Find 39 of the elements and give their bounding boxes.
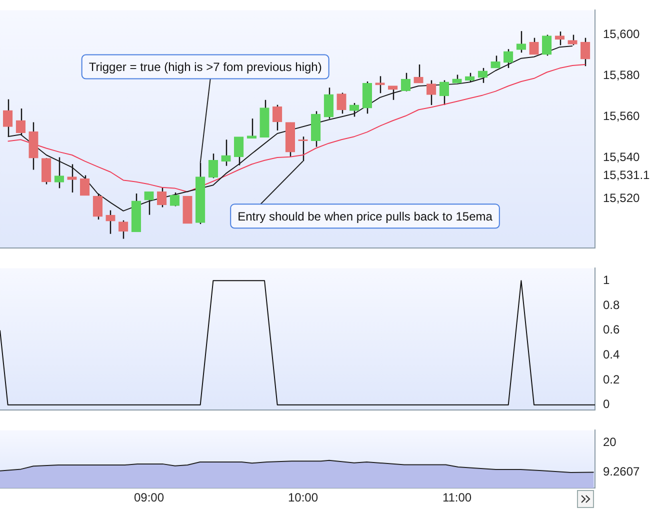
y-tick-label: 0.6: [603, 322, 620, 337]
candlestick: [324, 87, 334, 120]
y-tick-label: 15,560: [603, 109, 640, 124]
candlestick: [490, 55, 500, 69]
candlestick: [388, 85, 398, 101]
x-tick-label: 10:00: [288, 490, 318, 505]
x-tick-label: 11:00: [442, 490, 472, 505]
candlestick: [106, 210, 116, 234]
candlestick: [516, 30, 526, 54]
candlestick: [350, 102, 360, 118]
candlestick: [67, 164, 77, 194]
candlestick: [221, 139, 231, 166]
y-tick-label: 15,531.1: [603, 168, 650, 182]
y-tick-label: 0: [603, 397, 610, 412]
y-tick-label: 15,600: [603, 27, 640, 42]
y-tick-label: 9.2607: [603, 464, 640, 479]
candlestick: [234, 136, 244, 166]
candlestick: [80, 174, 90, 196]
y-tick-label: 20: [603, 434, 617, 449]
y-tick-label: 1: [603, 272, 610, 287]
y-tick-label: 15,580: [603, 68, 640, 82]
candlestick: [426, 80, 436, 106]
annotation: Entry should be when price pulls back to 15ema: [238, 209, 493, 224]
y-tick-label: 15,520: [603, 190, 640, 205]
y-tick-label: 0.4: [603, 347, 620, 362]
candlestick: [478, 67, 488, 84]
candlestick: [208, 152, 218, 179]
candlestick: [580, 37, 590, 67]
candlestick: [41, 157, 52, 185]
y-tick-label: 0.8: [603, 298, 620, 312]
candlestick: [54, 156, 64, 189]
y-tick-label: 0.2: [603, 372, 620, 386]
candlestick: [336, 92, 346, 114]
y-tick-label: 15,540: [603, 150, 640, 164]
candlestick: [414, 64, 424, 84]
candlestick: [362, 80, 372, 114]
annotation: Trigger = true (high is >7 fom previous high): [88, 60, 322, 74]
x-tick-label: 09:00: [134, 490, 164, 505]
candlestick: [246, 118, 257, 139]
